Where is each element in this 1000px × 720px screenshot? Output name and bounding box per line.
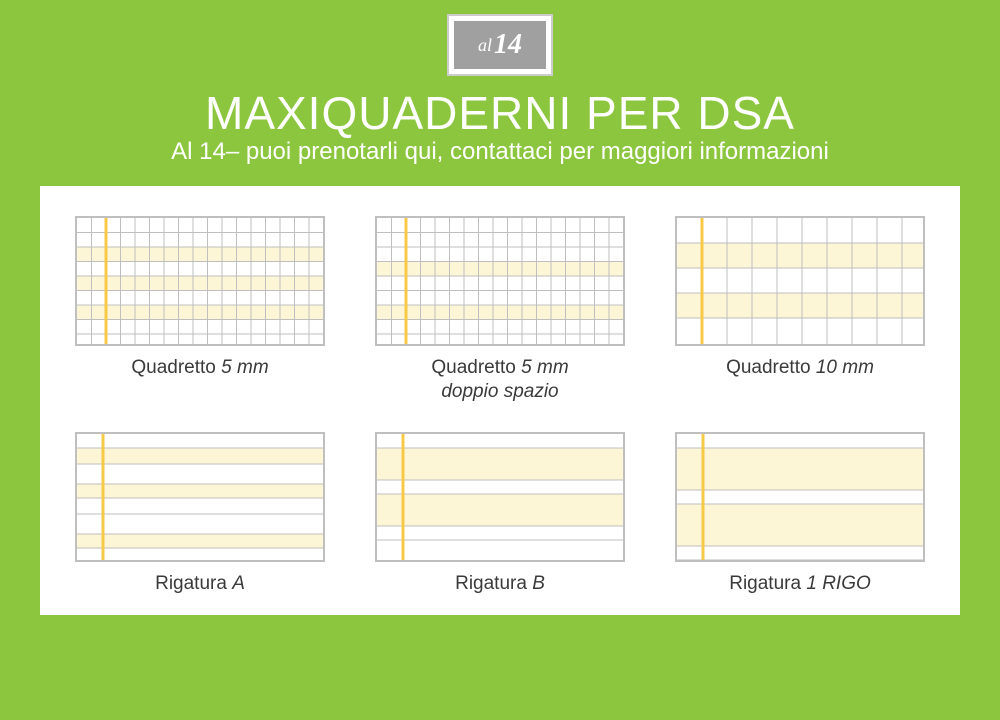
logo: al 14 (454, 21, 546, 69)
sample-caption: Quadretto 5 mm (70, 356, 330, 380)
sample-quad5double: Quadretto 5 mm doppio spazio (370, 216, 630, 404)
sample-rigA: Rigatura A (70, 432, 330, 596)
caption-plain: Quadretto (131, 357, 221, 378)
sample-preview (75, 216, 325, 346)
caption-em: 1 RIGO (806, 573, 870, 594)
logo-number: 14 (494, 29, 522, 61)
sample-rig1: Rigatura 1 RIGO (670, 432, 930, 596)
caption-em: B (532, 573, 545, 594)
sample-rigB: Rigatura B (370, 432, 630, 596)
caption-em: 5 mm (521, 357, 569, 378)
caption-plain: Rigatura (729, 573, 806, 594)
sample-caption: Rigatura B (370, 572, 630, 596)
sample-caption: Quadretto 10 mm (670, 356, 930, 380)
page-subtitle: Al 14– puoi prenotarli qui, contattaci p… (0, 138, 1000, 166)
sample-caption: Quadretto 5 mm doppio spazio (370, 356, 630, 404)
page-title: MAXIQUADERNI PER DSA (0, 86, 1000, 140)
sample-preview (675, 432, 925, 562)
sample-quad5: Quadretto 5 mm (70, 216, 330, 404)
sample-preview (75, 432, 325, 562)
caption-plain: Rigatura (155, 573, 232, 594)
caption-em: 5 mm (221, 357, 269, 378)
sample-caption: Rigatura 1 RIGO (670, 572, 930, 596)
samples-panel: Quadretto 5 mmQuadretto 5 mmdoppio spazi… (40, 186, 960, 615)
logo-prefix: al (478, 35, 492, 56)
sample-caption: Rigatura A (70, 572, 330, 596)
caption-line2: doppio spazio (441, 381, 558, 402)
caption-em: A (232, 573, 245, 594)
logo-frame: al 14 (447, 14, 553, 76)
sample-preview (375, 432, 625, 562)
sample-preview (675, 216, 925, 346)
caption-plain: Quadretto (431, 357, 521, 378)
caption-em: 10 mm (816, 357, 874, 378)
caption-plain: Rigatura (455, 573, 532, 594)
sample-quad10: Quadretto 10 mm (670, 216, 930, 404)
sample-preview (375, 216, 625, 346)
samples-grid: Quadretto 5 mmQuadretto 5 mmdoppio spazi… (70, 216, 930, 595)
caption-plain: Quadretto (726, 357, 816, 378)
